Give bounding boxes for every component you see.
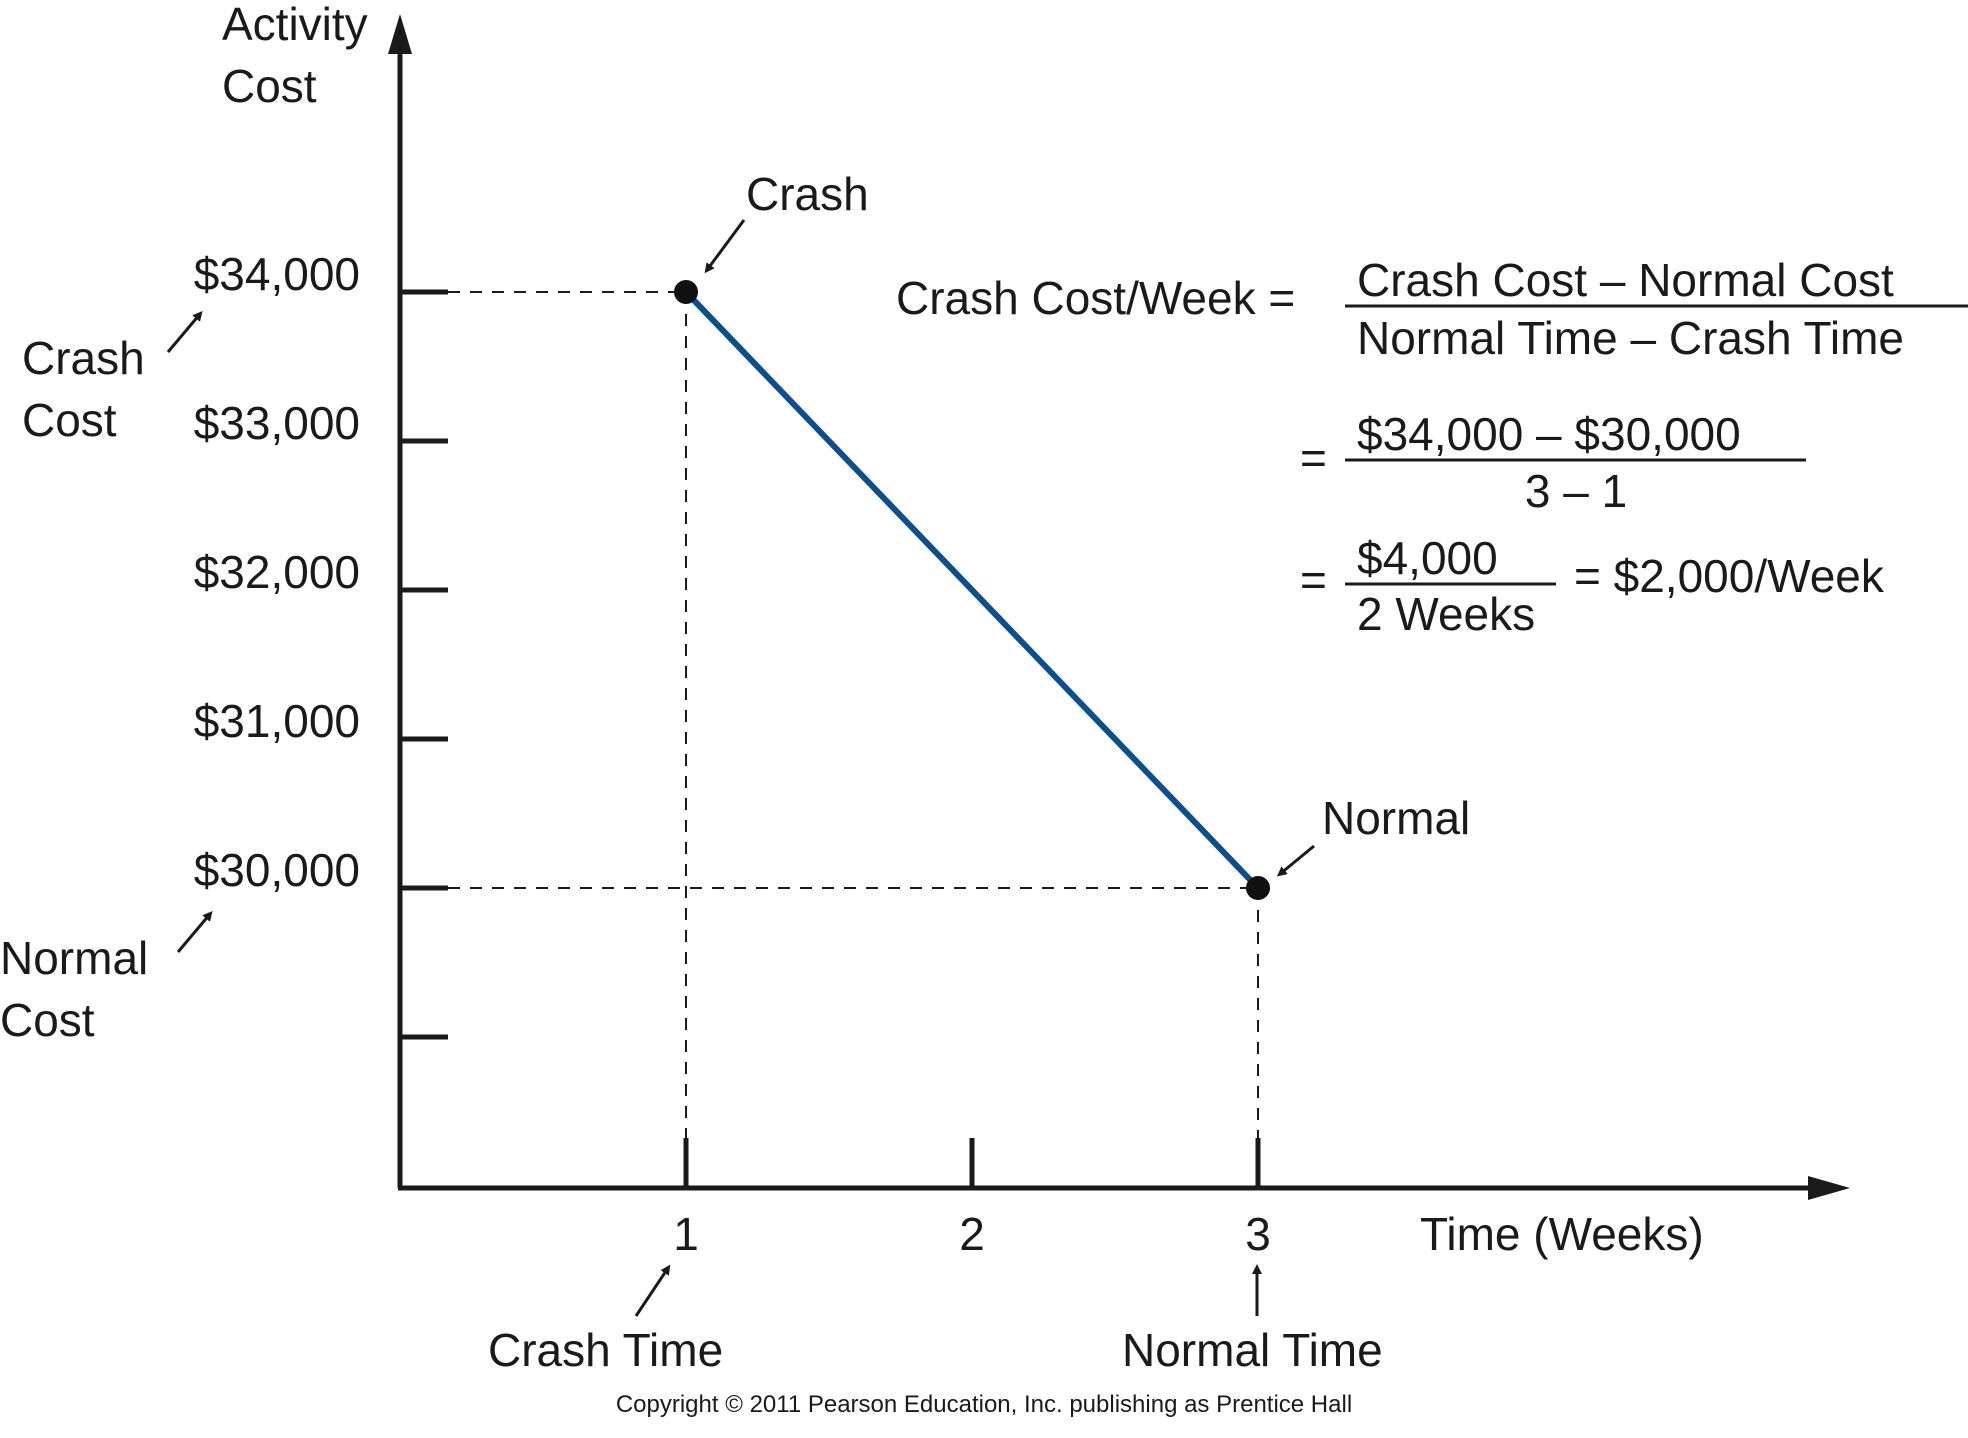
y-tick-label: $33,000	[194, 397, 360, 449]
formula-numerator-2: $34,000 – $30,000	[1357, 408, 1741, 460]
crash-time-label: Crash Time	[488, 1324, 723, 1376]
normal-cost-label-line-1: Normal	[0, 932, 148, 984]
formula-numerator-3: $4,000	[1357, 532, 1498, 584]
y-tick-label: $30,000	[194, 844, 360, 896]
crash-point	[674, 280, 698, 304]
y-axis-arrow-icon	[388, 14, 412, 54]
crash-cost-arrow	[166, 310, 203, 353]
formula-result: = $2,000/Week	[1574, 550, 1885, 602]
crash-cost-label-line-1: Crash	[22, 332, 145, 384]
x-tick-label: 2	[959, 1208, 985, 1260]
formula-equals-2: =	[1300, 432, 1327, 484]
copyright-notice: Copyright © 2011 Pearson Education, Inc.…	[616, 1391, 1352, 1418]
crash-point-label: Crash	[746, 168, 869, 220]
formula-denominator-3: 2 Weeks	[1357, 588, 1535, 640]
y-axis-title-line-1: Activity	[222, 0, 368, 50]
normal-cost-arrow	[176, 910, 213, 953]
normal-point-arrow	[1276, 844, 1315, 877]
formula-equals-3: =	[1300, 554, 1327, 606]
x-tick-label: 3	[1245, 1208, 1271, 1260]
x-tick-label: 1	[673, 1208, 699, 1260]
crash-time-arrow	[634, 1264, 671, 1317]
formula-denominator-2: 3 – 1	[1525, 465, 1627, 517]
normal-point	[1246, 876, 1270, 900]
normal-time-label: Normal Time	[1122, 1324, 1383, 1376]
cost-line-series	[683, 289, 1261, 891]
x-axis-arrow-icon	[1808, 1176, 1850, 1200]
y-tick-label: $31,000	[194, 695, 360, 747]
y-tick-label: $34,000	[194, 248, 360, 300]
x-axis-title: Time (Weeks)	[1420, 1208, 1704, 1260]
crash-point-arrow	[704, 219, 746, 274]
formula-denominator-1: Normal Time – Crash Time	[1357, 312, 1904, 364]
normal-cost-label-line-2: Cost	[0, 994, 95, 1046]
y-axis-title-line-2: Cost	[222, 60, 317, 112]
crash-cost-label-line-2: Cost	[22, 394, 117, 446]
normal-point-label: Normal	[1322, 792, 1470, 844]
formula-numerator-1: Crash Cost – Normal Cost	[1357, 254, 1894, 306]
y-tick-label: $32,000	[194, 546, 360, 598]
formula-lhs: Crash Cost/Week =	[896, 272, 1295, 324]
